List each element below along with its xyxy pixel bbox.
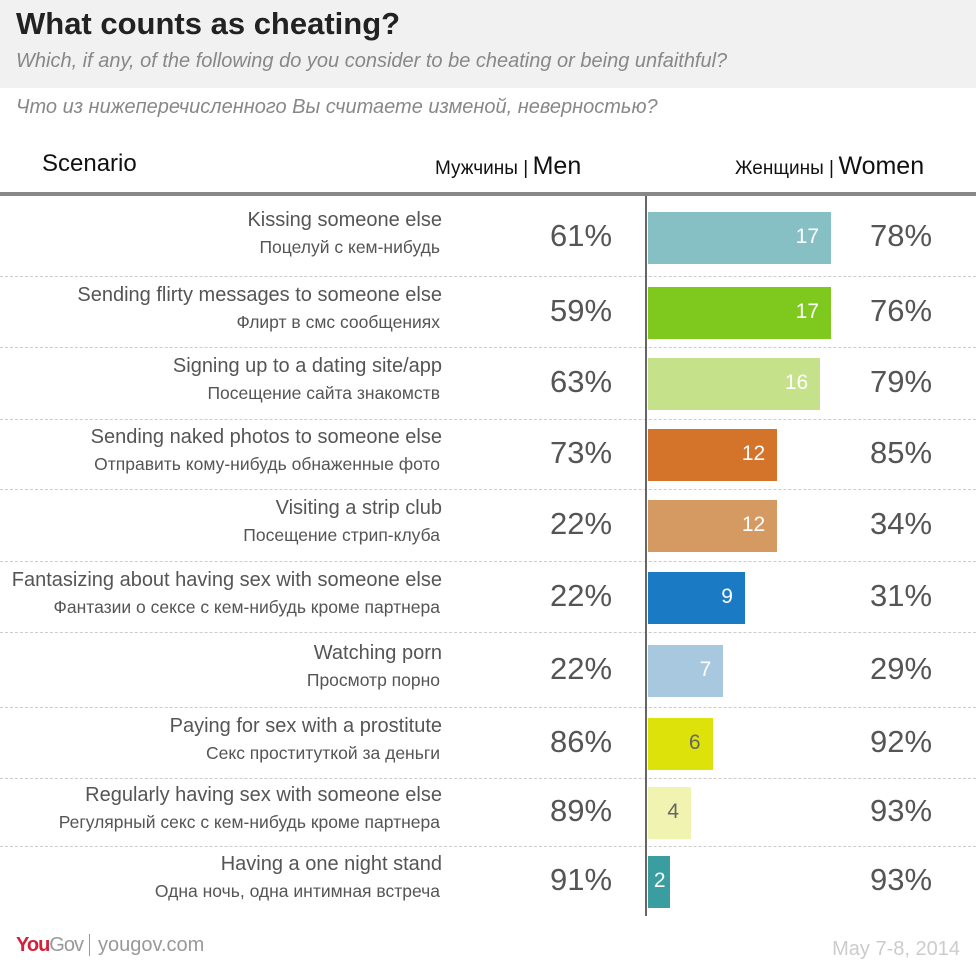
men-header-ru: Мужчины | [435, 158, 529, 179]
women-value: 78% [870, 217, 933, 253]
category-label-ru: Посещение сайта знакомств [207, 383, 440, 403]
bar-value-label: 17 [795, 224, 819, 248]
men-value: 86% [550, 723, 613, 759]
men-value: 22% [550, 506, 613, 541]
men-value: 22% [550, 650, 613, 686]
row-separator [0, 778, 976, 779]
men-value: 61% [550, 217, 613, 253]
men-value: 22% [550, 577, 613, 613]
women-value: 85% [870, 435, 933, 470]
bar-value-label: 17 [795, 299, 819, 323]
bar-axis [645, 196, 647, 916]
chart-row: Paying for sex with a prostitute Секс пр… [0, 708, 976, 779]
women-value: 29% [870, 650, 933, 686]
women-value: 93% [870, 793, 933, 828]
gap-bar: 7 [648, 644, 724, 697]
category-label-ru: Посещение стрип-клуба [243, 525, 440, 545]
gap-bar: 12 [648, 429, 778, 481]
men-header-en: Men [532, 152, 582, 180]
chart-subtitle-ru: Что из нижеперечисленного Вы считаете из… [16, 96, 658, 118]
chart-row: Kissing someone else Поцелуй с кем-нибуд… [0, 198, 976, 277]
women-value: 79% [870, 364, 933, 399]
gap-bar: 9 [648, 571, 745, 624]
category-label: Kissing someone else [247, 208, 442, 231]
chart-row: Visiting a strip club Посещение стрип-кл… [0, 490, 976, 562]
gap-bar: 2 [648, 856, 670, 908]
category-label-ru: Поцелуй с кем-нибудь [259, 236, 440, 257]
men-value: 63% [550, 364, 613, 399]
women-header-ru: Женщины | [735, 158, 834, 179]
bar-value-label: 4 [667, 800, 680, 823]
women-value: 31% [870, 577, 933, 613]
row-separator [0, 632, 976, 633]
women-value: 93% [870, 862, 933, 897]
row-separator [0, 707, 976, 708]
chart-row: Signing up to a dating site/app Посещени… [0, 348, 976, 420]
chart-row: Sending flirty messages to someone else … [0, 277, 976, 348]
category-label: Sending naked photos to someone else [90, 426, 442, 448]
bar-value-label: 7 [699, 657, 712, 681]
gap-bar: 4 [648, 787, 692, 839]
category-label: Visiting a strip club [275, 497, 442, 519]
row-separator [0, 419, 976, 420]
row-separator [0, 489, 976, 490]
row-separator [0, 276, 976, 277]
women-header: Женщины | Women [735, 152, 924, 181]
category-label: Having a one night stand [220, 853, 442, 875]
chart-row: Watching porn Просмотр порно 22% 7 29% [0, 633, 976, 708]
row-separator [0, 846, 976, 847]
category-label: Regularly having sex with someone else [85, 784, 442, 806]
category-label-ru: Фантазии о сексе с кем-нибудь кроме парт… [53, 596, 440, 617]
category-label: Paying for sex with a prostitute [169, 714, 442, 737]
bar-value-label: 2 [653, 869, 666, 892]
men-header: Мужчины | Men [435, 152, 581, 181]
gap-bar: 12 [648, 500, 778, 552]
bar-value-label: 12 [741, 442, 766, 465]
category-label: Sending flirty messages to someone else [77, 283, 442, 306]
bar-value-label: 16 [784, 371, 809, 394]
row-separator [0, 561, 976, 562]
men-value: 91% [550, 862, 613, 897]
chart-subtitle: Which, if any, of the following do you c… [16, 50, 728, 72]
header-rule [0, 192, 976, 196]
category-label-ru: Отправить кому-нибудь обнаженные фото [94, 454, 440, 474]
footer-brand: YouGov yougov.com [16, 934, 205, 957]
gap-bar: 17 [648, 286, 831, 339]
chart-row: Regularly having sex with someone else Р… [0, 779, 976, 847]
bar-value-label: 12 [741, 513, 766, 536]
chart-row: Having a one night stand Одна ночь, одна… [0, 847, 976, 917]
gap-bar: 6 [648, 717, 713, 770]
header-band: What counts as cheating? Which, if any, … [0, 0, 976, 88]
category-label: Watching porn [313, 641, 442, 664]
category-label-ru: Одна ночь, одна интимная встреча [154, 881, 440, 901]
chart-row: Sending naked photos to someone else Отп… [0, 420, 976, 490]
chart-title: What counts as cheating? [16, 6, 401, 41]
gap-bar: 17 [648, 211, 831, 264]
women-value: 76% [870, 292, 933, 328]
women-value: 92% [870, 723, 933, 759]
category-label-ru: Регулярный секс с кем-нибудь кроме партн… [58, 812, 440, 832]
men-value: 59% [550, 292, 613, 328]
category-label-ru: Флирт в смс сообщениях [236, 311, 440, 332]
men-value: 73% [550, 435, 613, 470]
chart-row: Fantasizing about having sex with someon… [0, 562, 976, 633]
scenario-header: Scenario [42, 150, 137, 177]
bar-value-label: 9 [721, 584, 733, 608]
footer-url[interactable]: yougov.com [88, 934, 205, 956]
survey-date: May 7-8, 2014 [832, 938, 960, 960]
bar-value-label: 6 [688, 730, 701, 754]
men-value: 89% [550, 793, 613, 828]
category-label: Signing up to a dating site/app [172, 355, 442, 377]
category-label-ru: Секс проституткой за деньги [205, 742, 440, 763]
category-label-ru: Просмотр порно [306, 669, 440, 690]
category-label: Fantasizing about having sex with someon… [11, 568, 442, 591]
women-header-en: Women [838, 152, 925, 180]
gap-bar: 16 [648, 358, 821, 410]
women-value: 34% [870, 506, 933, 541]
row-separator [0, 347, 976, 348]
yougov-logo: YouGov [16, 934, 84, 956]
